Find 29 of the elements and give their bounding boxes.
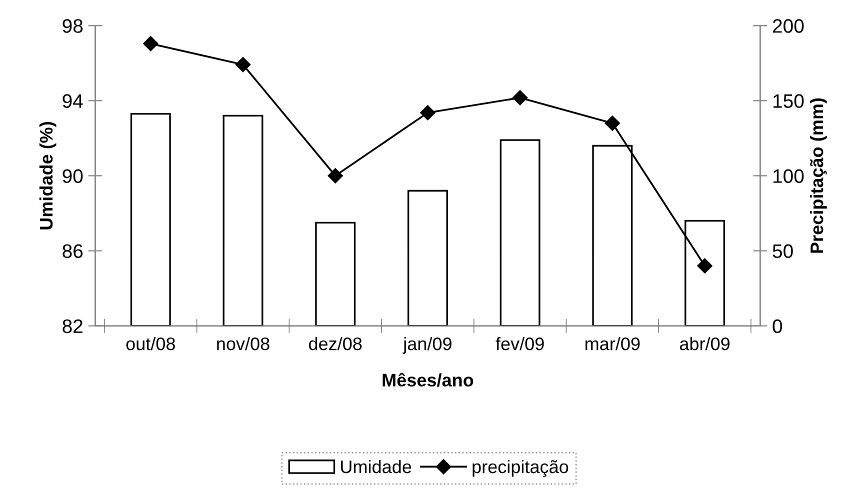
point (697, 258, 712, 274)
y-tick-label: 94 (62, 94, 83, 108)
y-tick-label: 86 (62, 244, 83, 258)
y-tick-label: 82 (62, 319, 82, 334)
y2-tick-label: 200 (772, 19, 804, 33)
x-tick-label: jan/09 (402, 336, 452, 354)
point (420, 105, 436, 120)
point (604, 116, 620, 131)
legend-label: Umidade (341, 460, 412, 474)
point (512, 90, 528, 106)
x-axis-title: Mêses/ano (382, 372, 474, 387)
y-tick-label: 90 (62, 169, 83, 183)
x-tick-label: mar/09 (586, 336, 640, 350)
point (235, 57, 251, 72)
y2-tick-label: 0 (772, 319, 782, 334)
y2-axis-title: Precipitação (mm) (810, 98, 827, 253)
x-tick-label: nov/08 (217, 336, 270, 350)
legend-label: precipitação (472, 460, 568, 477)
y-axis-title: Umidade (%) (39, 122, 56, 230)
y-tick-label: 98 (62, 19, 83, 33)
x-tick-label: fev/09 (496, 336, 544, 350)
y2-tick-label: 150 (773, 94, 804, 108)
y2-tick-label: 50 (772, 244, 793, 258)
x-tick-label: dez/08 (309, 336, 362, 350)
point (328, 168, 343, 184)
y2-tick-label: 100 (773, 169, 804, 183)
x-tick-label: abr/09 (680, 336, 730, 350)
point (143, 36, 158, 52)
x-tick-label: out/08 (126, 336, 175, 350)
